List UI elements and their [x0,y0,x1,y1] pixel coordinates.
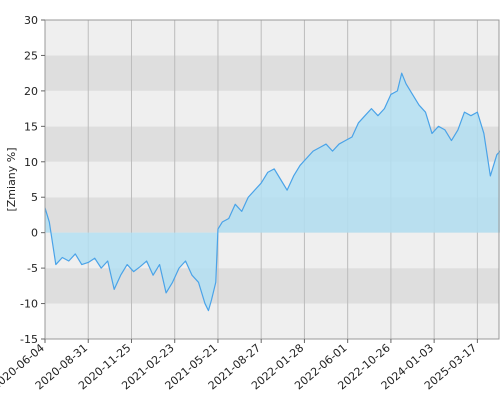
grid-band [45,20,499,56]
grid-band [45,303,499,339]
y-tick-label: 15 [24,120,38,133]
plot-frame [44,19,500,340]
y-tick-label: -5 [27,262,38,275]
y-tick-label: 10 [24,156,38,169]
series-line [44,72,500,312]
series-area [45,73,500,311]
y-tick-label: 30 [24,14,38,27]
y-tick-label: -15 [20,333,38,346]
x-axis-ticks: 2020-06-042020-08-312020-11-252021-02-23… [0,339,479,392]
grid-band [45,55,499,91]
y-tick-label: 20 [24,85,38,98]
y-tick-label: -10 [20,298,38,311]
plot-border [44,19,500,340]
y-tick-label: 5 [31,191,38,204]
series-layer [44,72,500,312]
y-axis-ticks: -15 -10 -5 0 5 10 15 20 25 30 [20,14,45,346]
y-tick-label: 0 [31,227,38,240]
y-tick-label: 25 [24,49,38,62]
grid-band [45,90,499,127]
y-axis-label: [Zmiany %] [5,147,18,211]
